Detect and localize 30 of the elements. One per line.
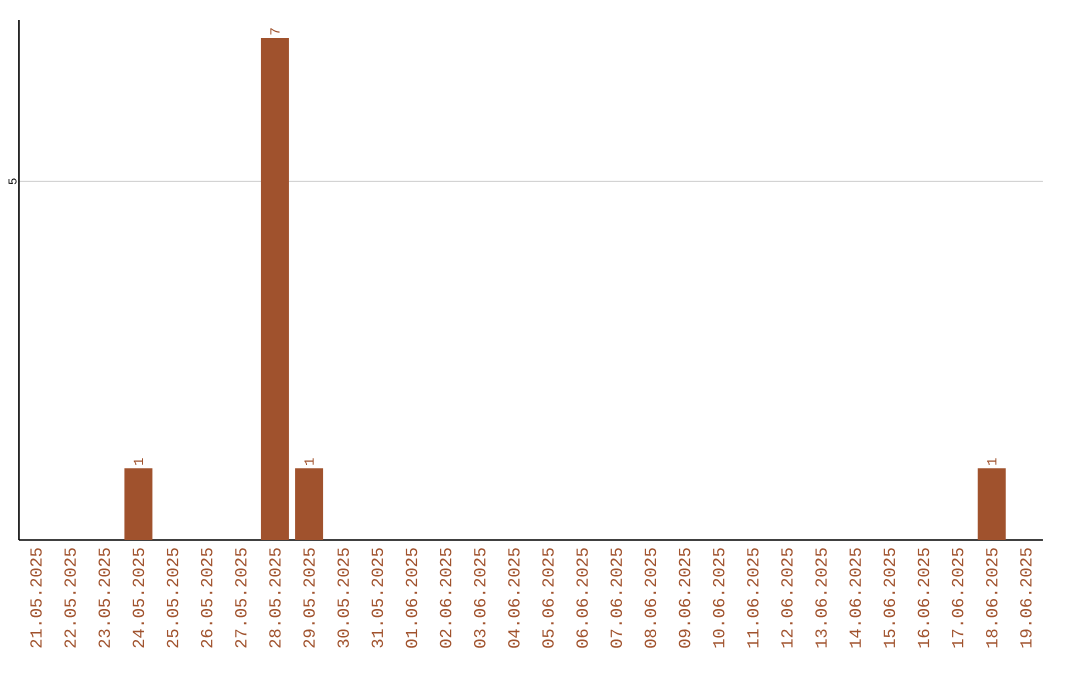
x-tick-label: 30.05.2025 (337, 548, 349, 648)
x-tick-label: 22.05.2025 (64, 548, 76, 648)
x-tick-label: 24.05.2025 (132, 548, 145, 648)
x-tick-label: 18.06.2025 (985, 548, 998, 648)
x-tick-label: 27.05.2025 (235, 548, 247, 648)
x-tick-label: 01.06.2025 (405, 548, 418, 648)
x-tick-label: 04.06.2025 (508, 548, 520, 648)
x-tick-label: 21.05.2025 (30, 548, 42, 648)
x-tick-label: 31.05.2025 (371, 548, 384, 648)
x-tick-label: 06.06.2025 (576, 548, 588, 648)
x-tick-label: 13.06.2025 (815, 548, 827, 648)
x-tick-label: 29.05.2025 (303, 548, 315, 648)
x-tick-label: 10.06.2025 (712, 548, 725, 648)
x-tick-label: 28.05.2025 (269, 548, 281, 648)
x-tick-label: 14.06.2025 (849, 548, 861, 648)
x-tick-label: 15.06.2025 (883, 548, 896, 648)
x-tick-label: 09.06.2025 (678, 548, 691, 648)
x-tick-label: 17.06.2025 (951, 548, 964, 648)
x-tick-label: 02.06.2025 (439, 548, 452, 648)
x-tick-label: 16.06.2025 (917, 548, 930, 648)
x-tick-label: 07.06.2025 (610, 548, 623, 648)
x-tick-label: 03.06.2025 (473, 548, 486, 648)
x-tick-label: 26.05.2025 (200, 548, 213, 648)
x-tick-label: 05.06.2025 (542, 548, 554, 648)
x-tick-label: 23.05.2025 (98, 548, 111, 648)
x-tick-label: 19.06.2025 (1020, 548, 1032, 648)
x-tick-label: 11.06.2025 (747, 548, 759, 648)
x-tick-label: 08.06.2025 (644, 548, 657, 648)
x-tick-label: 25.05.2025 (166, 548, 179, 648)
x-tick-label: 12.06.2025 (781, 548, 793, 648)
